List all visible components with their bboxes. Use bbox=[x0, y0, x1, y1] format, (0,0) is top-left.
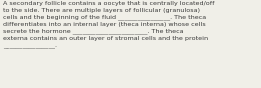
Text: A secondary follicle contains a oocyte that is centrally located/off
to the side: A secondary follicle contains a oocyte t… bbox=[3, 1, 214, 49]
